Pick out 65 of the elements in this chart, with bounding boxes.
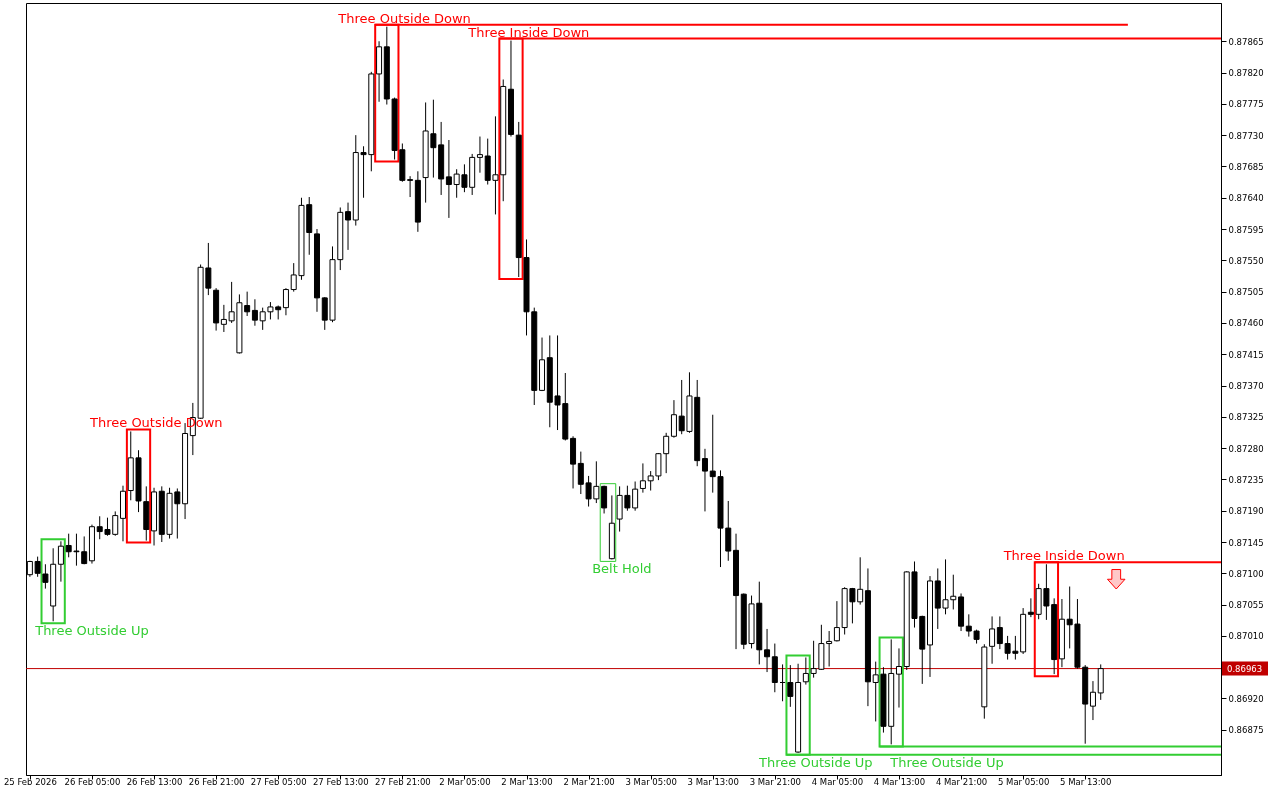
candlestick — [445, 139, 452, 219]
y-tick-label: 0.87325 — [1228, 412, 1264, 423]
x-tick-label: 3 Mar 21:00 — [749, 776, 801, 787]
y-tick-label: 0.87010 — [1228, 631, 1264, 642]
x-tick-label: 25 Feb 2026 — [3, 776, 57, 787]
y-tick-label: 0.87055 — [1228, 600, 1264, 611]
y-tick-label: 0.87280 — [1228, 443, 1264, 454]
x-tick-label: 2 Mar 05:00 — [439, 776, 491, 787]
y-tick-label: 0.87505 — [1228, 287, 1264, 298]
x-tick-label: 27 Feb 13:00 — [312, 776, 369, 787]
annotation: Three Outside Up — [34, 623, 149, 639]
x-tick-label: 5 Mar 13:00 — [1060, 776, 1112, 787]
y-tick-label: 0.87640 — [1228, 193, 1264, 204]
x-tick-label: 2 Mar 13:00 — [501, 776, 553, 787]
y-tick-label: 0.87685 — [1228, 161, 1264, 172]
x-tick-label: 26 Feb 05:00 — [64, 776, 121, 787]
y-tick-label: 0.87100 — [1228, 568, 1264, 579]
x-tick-label: 3 Mar 05:00 — [625, 776, 677, 787]
candlestick — [787, 664, 794, 708]
y-tick-label: 0.87595 — [1228, 224, 1264, 235]
x-tick-label: 5 Mar 05:00 — [997, 776, 1050, 787]
candlestick — [282, 287, 289, 316]
candlestick — [251, 298, 258, 327]
candlestick — [670, 399, 677, 439]
y-tick-label: 0.87820 — [1228, 68, 1264, 79]
y-tick-label: 0.87775 — [1228, 99, 1264, 110]
y-tick-label: 0.87145 — [1228, 537, 1264, 548]
annotation: Three Outside Up — [758, 754, 873, 770]
x-tick-label: 2 Mar 21:00 — [563, 776, 615, 787]
candlestick — [764, 628, 771, 673]
annotation: Three Outside Up — [889, 754, 1004, 770]
candlestick — [57, 540, 64, 583]
x-tick-label: 27 Feb 21:00 — [374, 776, 431, 787]
candlestick — [1089, 680, 1096, 721]
y-tick-label: 0.87235 — [1228, 474, 1264, 485]
x-tick-label: 4 Mar 21:00 — [935, 776, 988, 787]
y-tick-label: 0.87370 — [1228, 381, 1264, 392]
candlestick — [601, 485, 608, 514]
candlestick — [701, 448, 708, 512]
annotation: Three Outside Down — [337, 10, 471, 26]
x-tick-label: 3 Mar 13:00 — [687, 776, 739, 787]
x-tick-label: 26 Feb 21:00 — [188, 776, 245, 787]
y-tick-label: 0.87550 — [1228, 255, 1264, 266]
x-tick-label: 27 Feb 05:00 — [250, 776, 307, 787]
candlestick — [476, 136, 483, 174]
annotation: Three Inside Down — [467, 24, 590, 40]
candlestick — [895, 647, 902, 709]
ref-line-label: 0.86963 — [1227, 663, 1263, 674]
annotation: Three Inside Down — [1002, 548, 1125, 564]
candlestick — [345, 202, 352, 251]
candlestick — [989, 615, 996, 665]
y-tick-label: 0.86920 — [1228, 694, 1264, 704]
x-tick-label: 4 Mar 13:00 — [873, 776, 926, 787]
y-tick-label: 0.87730 — [1228, 130, 1264, 141]
y-tick-label: 0.87415 — [1228, 349, 1264, 360]
y-tick-label: 0.87460 — [1228, 318, 1264, 329]
annotation: Belt Hold — [592, 561, 652, 577]
y-tick-label: 0.87190 — [1228, 506, 1264, 517]
x-tick-label: 4 Mar 05:00 — [811, 776, 864, 787]
y-tick-label: 0.86875 — [1228, 725, 1264, 736]
candlestick — [833, 600, 840, 642]
candlestick — [407, 175, 414, 198]
y-tick-label: 0.87865 — [1228, 36, 1264, 47]
x-tick-label: 26 Feb 13:00 — [126, 776, 183, 787]
candlestick — [639, 462, 646, 494]
